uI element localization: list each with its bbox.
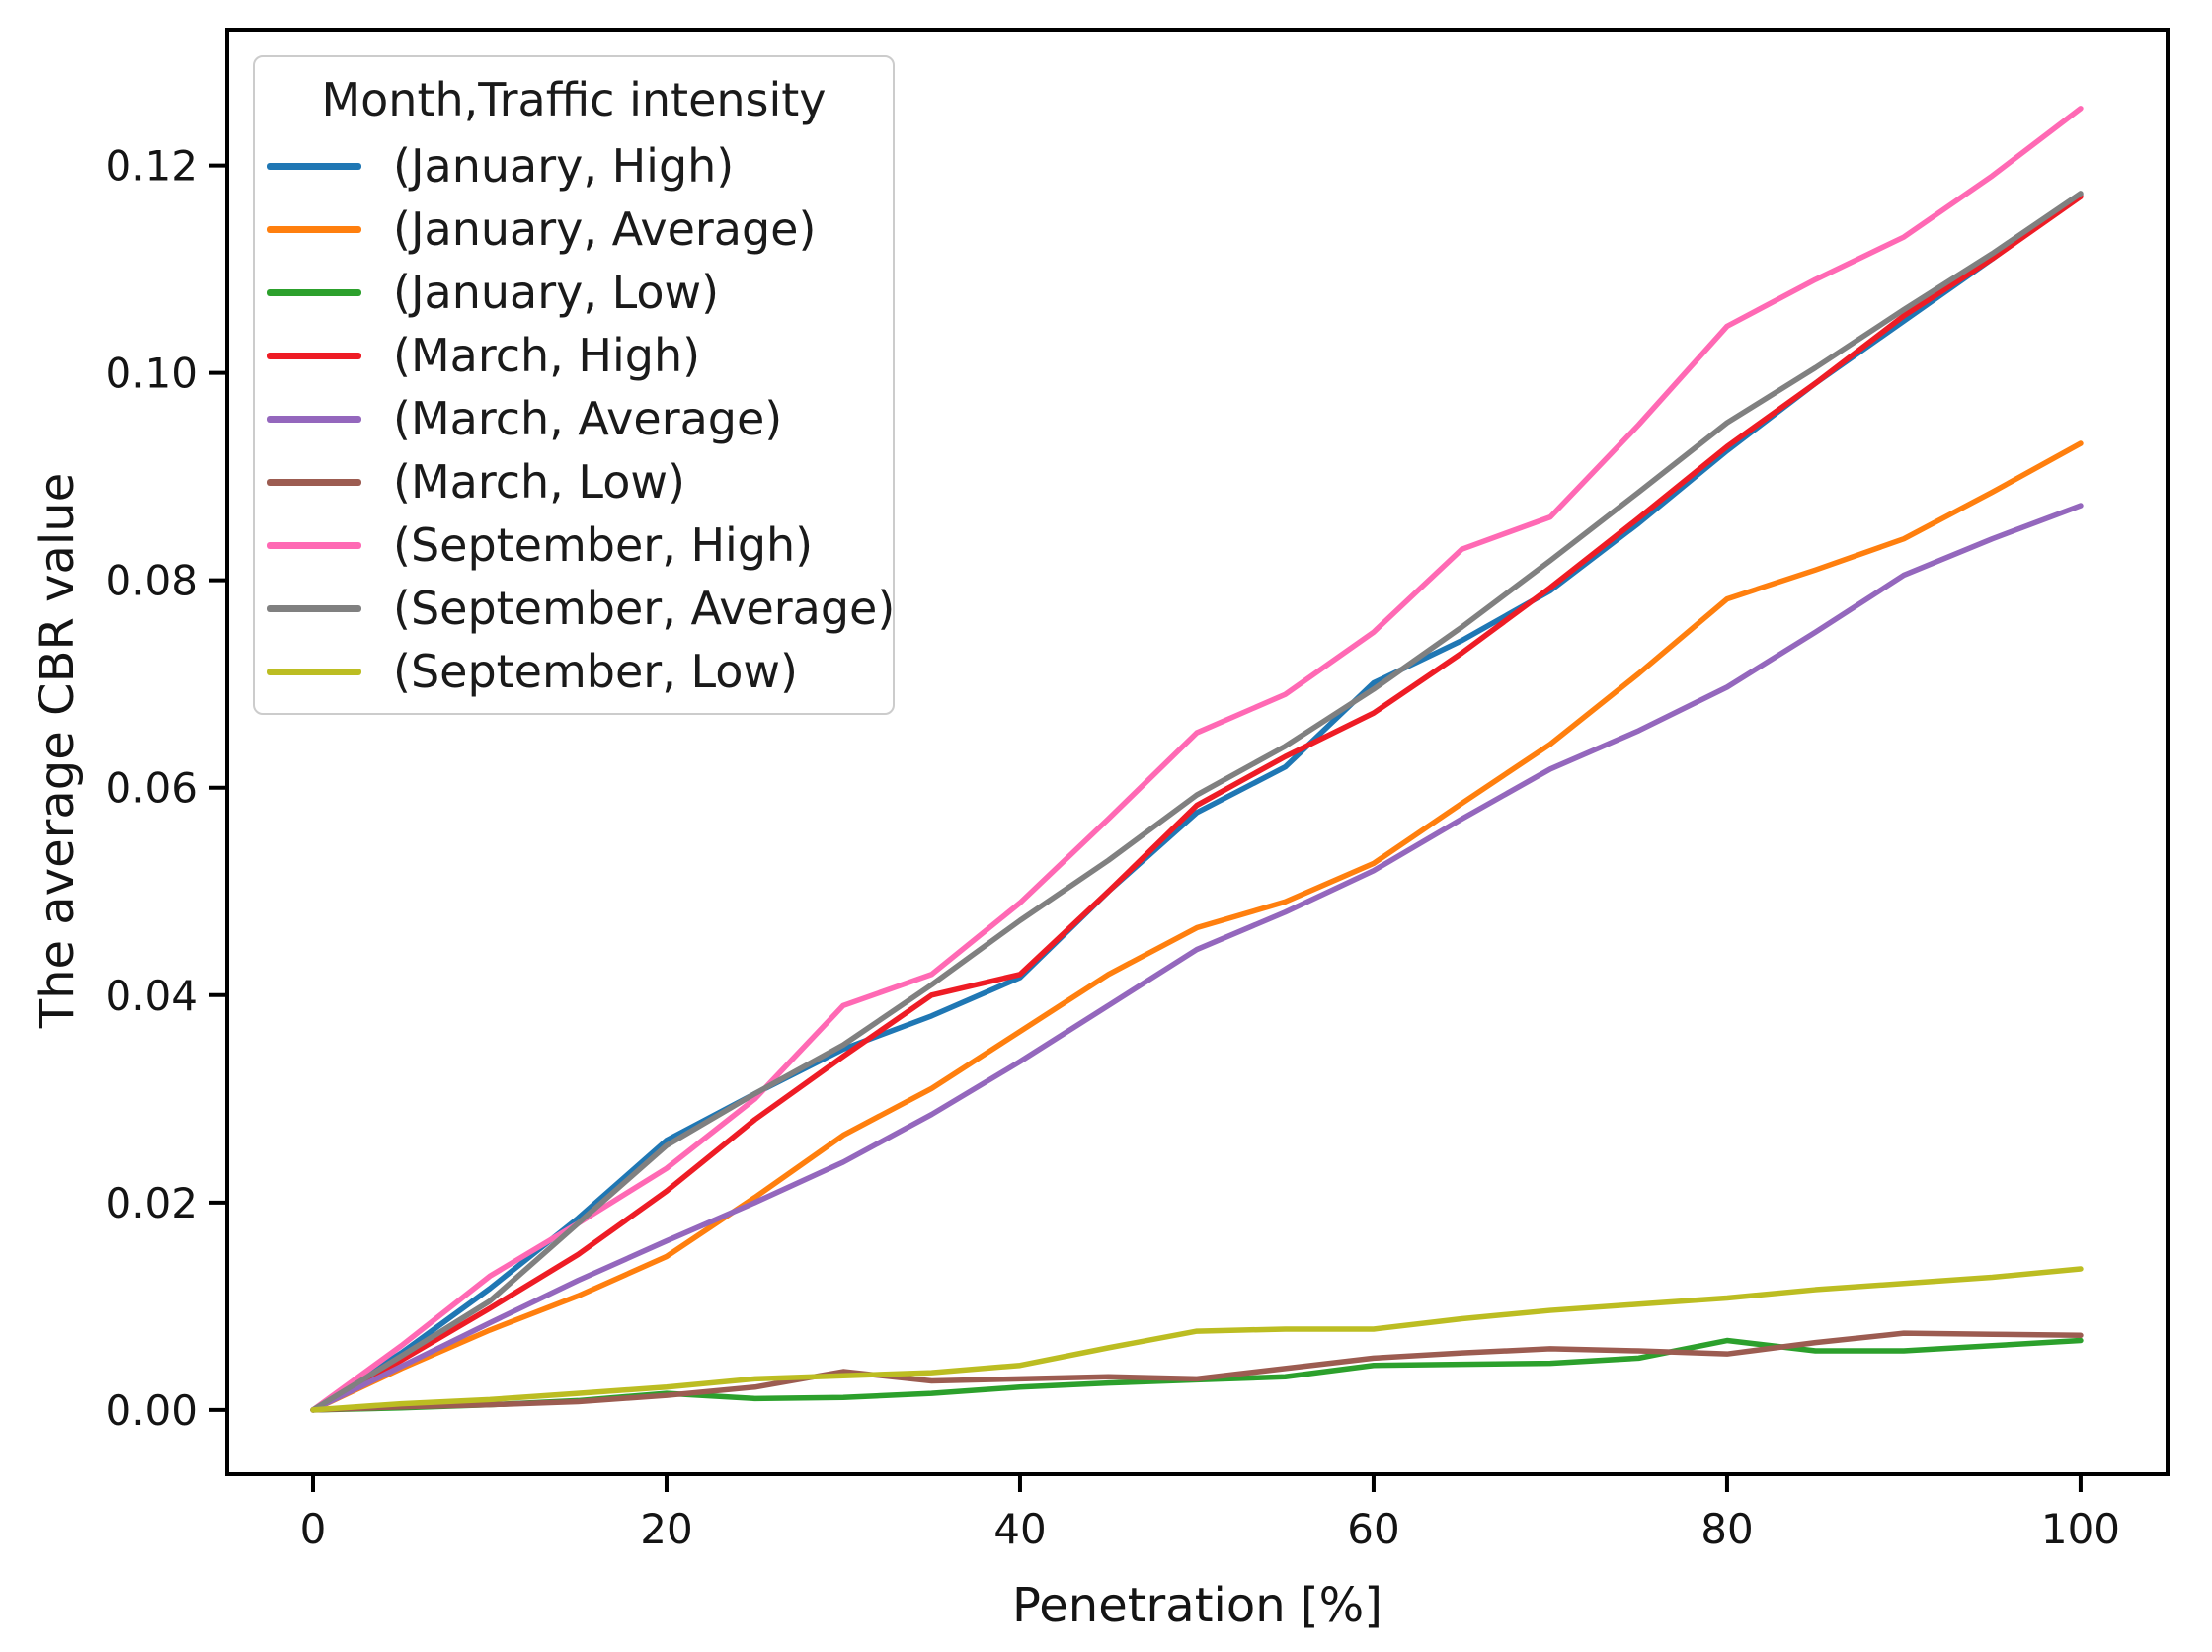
- y-axis-label: The average CBR value: [30, 472, 85, 1029]
- series-line-september-high: [310, 106, 2084, 1413]
- series-line-january-average: [310, 440, 2084, 1413]
- legend-swatch: [267, 225, 361, 233]
- legend-swatch: [267, 478, 361, 486]
- y-tick-label: 0.12: [105, 142, 198, 191]
- y-tick-label: 0.02: [105, 1179, 198, 1227]
- legend-entry: (March, Average): [255, 387, 893, 450]
- y-tick-label: 0.00: [105, 1386, 198, 1435]
- legend-swatch: [267, 162, 361, 170]
- legend-entry: (January, High): [255, 134, 893, 197]
- legend-label: (January, High): [393, 139, 735, 193]
- legend-label: (March, Average): [393, 392, 783, 445]
- legend-entry: (September, High): [255, 513, 893, 577]
- x-tick-label: 0: [300, 1505, 327, 1553]
- legend-swatch: [267, 288, 361, 296]
- legend-entry: (January, Average): [255, 197, 893, 261]
- legend-swatch: [267, 668, 361, 675]
- legend-entries: (January, High) (January, Average) (Januar…: [255, 134, 896, 703]
- legend-label: (March, High): [393, 329, 701, 382]
- x-tick-label: 20: [640, 1505, 692, 1553]
- legend-entry: (January, Low): [255, 261, 893, 324]
- legend-label: (January, Low): [393, 266, 720, 319]
- axes-frame: [225, 28, 2170, 1476]
- series-line-march-low: [310, 1330, 2084, 1413]
- y-tick-label: 0.04: [105, 972, 198, 1020]
- y-tick-label: 0.06: [105, 764, 198, 813]
- series-line-march-high: [310, 194, 2084, 1413]
- legend-label: (September, Average): [393, 582, 896, 635]
- legend-entry: (March, Low): [255, 450, 893, 513]
- x-tick-label: 80: [1700, 1505, 1753, 1553]
- legend-entry: (March, High): [255, 324, 893, 387]
- x-tick-label: 60: [1347, 1505, 1399, 1553]
- legend-title: Month,Traffic intensity: [321, 73, 827, 126]
- legend-label: (March, Low): [393, 455, 685, 509]
- series-line-march-average: [310, 503, 2084, 1413]
- legend-label: (September, Low): [393, 645, 798, 698]
- legend-swatch: [267, 415, 361, 423]
- legend-entry: (September, Average): [255, 577, 896, 640]
- legend-swatch: [267, 541, 361, 549]
- legend-swatch: [267, 352, 361, 359]
- series-line-september-low: [310, 1266, 2084, 1413]
- y-tick-label: 0.08: [105, 557, 198, 605]
- x-tick-label: 100: [2041, 1505, 2120, 1553]
- legend-entry: (September, Low): [255, 640, 893, 703]
- legend-swatch: [267, 604, 361, 612]
- legend-label: (January, Average): [393, 202, 817, 256]
- x-axis-label: Penetration [%]: [1012, 1578, 1382, 1633]
- series-line-september-average: [310, 191, 2084, 1413]
- legend: Month,Traffic intensity (January, High)(…: [253, 55, 895, 715]
- x-tick-label: 40: [993, 1505, 1046, 1553]
- legend-label: (September, High): [393, 518, 814, 572]
- y-tick-label: 0.10: [105, 350, 198, 398]
